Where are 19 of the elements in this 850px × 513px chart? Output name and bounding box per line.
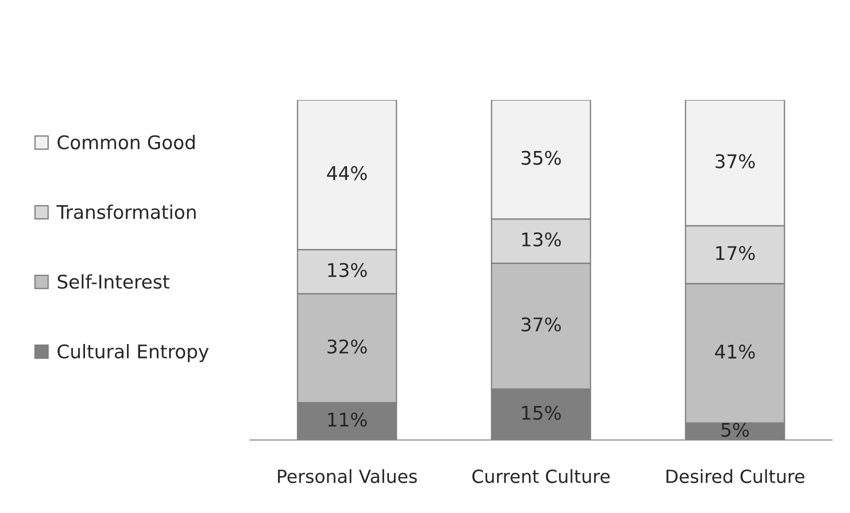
data-label: 13%: [522, 232, 561, 247]
data-label: 32%: [328, 339, 367, 354]
data-label: 37%: [522, 317, 561, 332]
data-label: 37%: [716, 154, 755, 168]
data-label: 11%: [328, 412, 367, 427]
legend-label: Cultural Entropy: [58, 344, 209, 362]
data-label: 17%: [716, 246, 755, 260]
legend-label: Transformation: [56, 204, 196, 220]
data-label: 35%: [522, 150, 561, 165]
data-label: 13%: [328, 262, 367, 278]
x-tick-label: Current Culture: [472, 469, 610, 484]
data-label: 44%: [327, 166, 367, 180]
data-label: 5%: [722, 422, 749, 437]
x-tick-label: Personal Values: [278, 469, 417, 484]
data-label: 41%: [715, 344, 755, 359]
legend-label: Common Good: [58, 134, 195, 150]
legend-label: Self-Interest: [58, 274, 170, 289]
data-label: 15%: [522, 406, 561, 420]
x-tick-label: Desired Culture: [666, 469, 804, 484]
